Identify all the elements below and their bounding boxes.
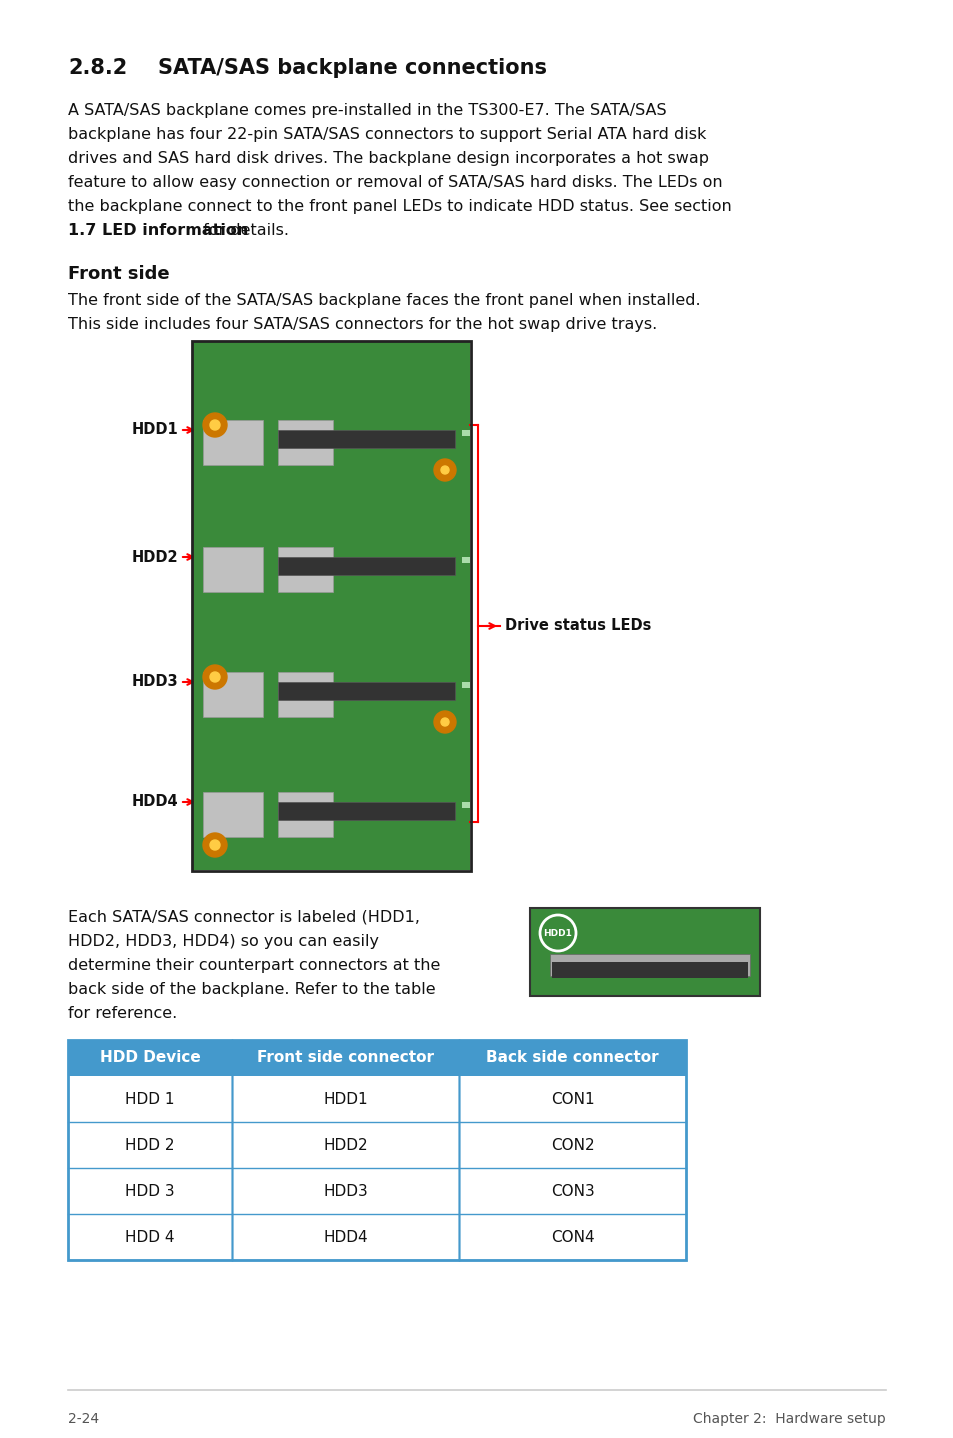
- Text: HDD2: HDD2: [132, 549, 178, 565]
- Circle shape: [210, 420, 220, 430]
- Bar: [68, 1076, 685, 1122]
- Bar: [461, 430, 470, 436]
- Text: backplane has four 22-pin SATA/SAS connectors to support Serial ATA hard disk: backplane has four 22-pin SATA/SAS conne…: [68, 127, 705, 142]
- Text: A SATA/SAS backplane comes pre-installed in the TS300-E7. The SATA/SAS: A SATA/SAS backplane comes pre-installed…: [68, 104, 666, 118]
- Bar: [193, 342, 470, 870]
- Bar: [192, 341, 471, 871]
- Text: HDD 1: HDD 1: [125, 1091, 174, 1106]
- Text: for details.: for details.: [198, 223, 289, 239]
- Text: back side of the backplane. Refer to the table: back side of the backplane. Refer to the…: [68, 982, 436, 997]
- Circle shape: [434, 710, 456, 733]
- Text: HDD4: HDD4: [132, 795, 178, 810]
- Bar: [552, 962, 747, 978]
- Bar: [203, 546, 263, 592]
- Text: drives and SAS hard disk drives. The backplane design incorporates a hot swap: drives and SAS hard disk drives. The bac…: [68, 151, 708, 165]
- Text: HDD Device: HDD Device: [99, 1051, 200, 1066]
- Text: SATA/SAS backplane connections: SATA/SAS backplane connections: [158, 58, 546, 78]
- Text: determine their counterpart connectors at the: determine their counterpart connectors a…: [68, 958, 440, 974]
- Circle shape: [210, 840, 220, 850]
- Bar: [461, 802, 470, 808]
- Text: Back side connector: Back side connector: [486, 1051, 659, 1066]
- Text: CON3: CON3: [550, 1183, 594, 1198]
- Circle shape: [440, 466, 449, 475]
- Text: CON4: CON4: [550, 1229, 594, 1244]
- Text: CON1: CON1: [550, 1091, 594, 1106]
- Circle shape: [210, 672, 220, 682]
- Text: 2-24: 2-24: [68, 1412, 99, 1426]
- Text: HDD 3: HDD 3: [125, 1183, 174, 1198]
- Bar: [68, 1040, 685, 1260]
- Bar: [277, 546, 333, 592]
- Text: for reference.: for reference.: [68, 1007, 177, 1021]
- Circle shape: [434, 459, 456, 480]
- Text: HDD2: HDD2: [323, 1137, 368, 1152]
- Text: feature to allow easy connection or removal of SATA/SAS hard disks. The LEDs on: feature to allow easy connection or remo…: [68, 175, 721, 190]
- Text: HDD1: HDD1: [132, 423, 178, 437]
- Circle shape: [203, 664, 227, 689]
- Text: HDD4: HDD4: [323, 1229, 368, 1244]
- Bar: [461, 682, 470, 687]
- Bar: [277, 672, 333, 718]
- Bar: [68, 1122, 685, 1168]
- Text: HDD3: HDD3: [323, 1183, 368, 1198]
- Circle shape: [203, 833, 227, 857]
- Bar: [203, 672, 263, 718]
- Bar: [530, 907, 760, 997]
- Bar: [203, 792, 263, 837]
- Text: HDD 2: HDD 2: [125, 1137, 174, 1152]
- Text: HDD3: HDD3: [132, 674, 178, 689]
- Text: HDD1: HDD1: [323, 1091, 368, 1106]
- Bar: [277, 557, 455, 575]
- Bar: [277, 430, 455, 449]
- Text: This side includes four SATA/SAS connectors for the hot swap drive trays.: This side includes four SATA/SAS connect…: [68, 316, 657, 332]
- Text: HDD 4: HDD 4: [125, 1229, 174, 1244]
- Circle shape: [203, 413, 227, 437]
- Text: The front side of the SATA/SAS backplane faces the front panel when installed.: The front side of the SATA/SAS backplane…: [68, 293, 700, 308]
- Text: the backplane connect to the front panel LEDs to indicate HDD status. See sectio: the backplane connect to the front panel…: [68, 198, 731, 214]
- Bar: [550, 953, 749, 976]
- Bar: [68, 1168, 685, 1214]
- Text: 2.8.2: 2.8.2: [68, 58, 127, 78]
- Bar: [277, 792, 333, 837]
- Bar: [68, 1214, 685, 1260]
- Text: CON2: CON2: [550, 1137, 594, 1152]
- Text: 1.7 LED information: 1.7 LED information: [68, 223, 248, 239]
- Text: Front side connector: Front side connector: [256, 1051, 434, 1066]
- Text: HDD1: HDD1: [543, 929, 572, 938]
- Text: HDD2, HDD3, HDD4) so you can easily: HDD2, HDD3, HDD4) so you can easily: [68, 935, 378, 949]
- Bar: [277, 682, 455, 700]
- Bar: [461, 557, 470, 564]
- Text: Drive status LEDs: Drive status LEDs: [504, 618, 651, 634]
- Bar: [203, 420, 263, 464]
- Text: Chapter 2:  Hardware setup: Chapter 2: Hardware setup: [693, 1412, 885, 1426]
- Text: Front side: Front side: [68, 265, 170, 283]
- Circle shape: [440, 718, 449, 726]
- Bar: [277, 802, 455, 820]
- Text: Each SATA/SAS connector is labeled (HDD1,: Each SATA/SAS connector is labeled (HDD1…: [68, 910, 419, 925]
- Bar: [68, 1040, 685, 1076]
- Bar: [277, 420, 333, 464]
